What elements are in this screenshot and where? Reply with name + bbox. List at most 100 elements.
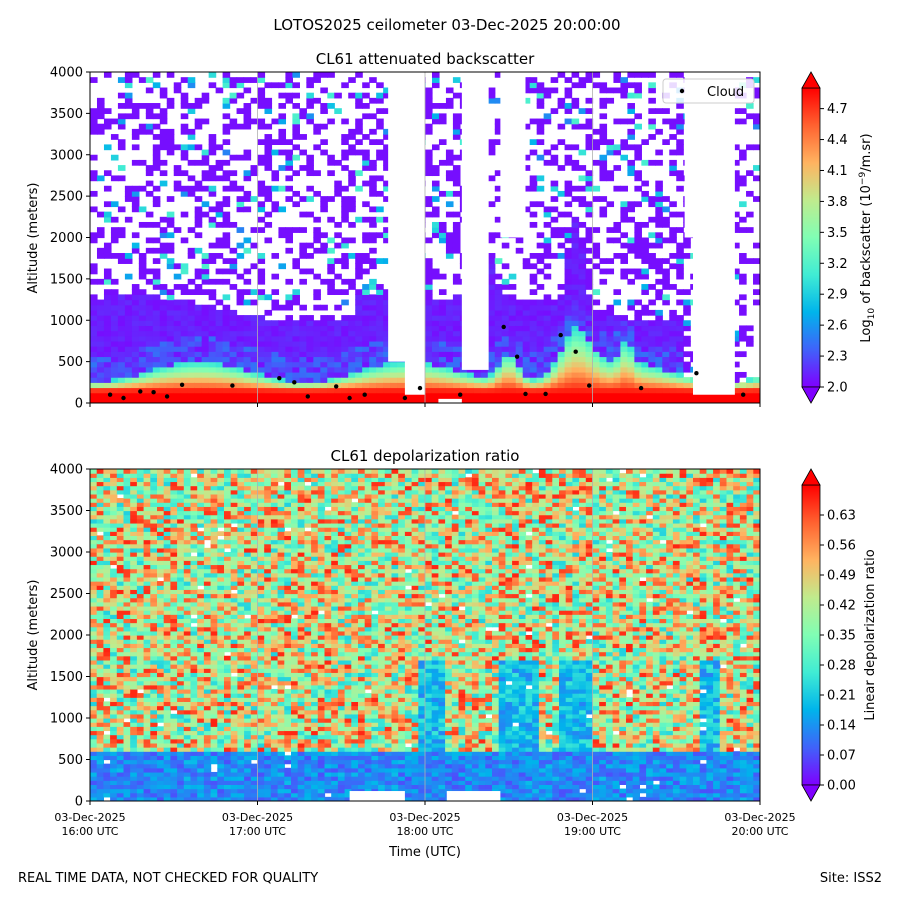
xtick-date-label: 03-Dec-2025: [222, 811, 293, 824]
cloud-base-point: [559, 333, 563, 337]
backscatter-title: CL61 attenuated backscatter: [316, 50, 535, 68]
depolarization-colorbar-tick-label: 0.49: [827, 569, 856, 584]
depolarization-ylabel: Altitude (meters): [26, 580, 41, 691]
cloud-base-point: [403, 396, 407, 400]
cloud-base-point: [277, 376, 281, 380]
xtick-time-label: 18:00 UTC: [396, 825, 453, 838]
data-gap: [447, 791, 501, 801]
legend-cloud-marker: [680, 89, 684, 93]
data-gap: [438, 399, 461, 403]
cloud-base-point: [108, 393, 112, 397]
cloud-base-point: [151, 390, 155, 394]
depolarization-colorbar-tick-label: 0.35: [827, 629, 856, 644]
cloud-base-point: [458, 393, 462, 397]
data-gap: [405, 72, 425, 395]
cloud-base-point: [347, 396, 351, 400]
depolarization-colorbar-tick-label: 0.14: [827, 719, 856, 734]
cloud-base-point: [515, 355, 519, 359]
depolarization-colorbar-tick-label: 0.56: [827, 539, 856, 554]
backscatter-colorbar-tick-label: 2.9: [827, 288, 848, 303]
xtick-date-label: 03-Dec-2025: [724, 811, 795, 824]
backscatter-colorbar-bar: [802, 88, 820, 387]
xtick-time-label: 20:00 UTC: [731, 825, 788, 838]
backscatter-ytick-tick-label: 3000: [50, 148, 83, 163]
cloud-base-point: [180, 383, 184, 387]
cloud-base-point: [523, 392, 527, 396]
backscatter-colorbar-tick-label: 2.3: [827, 350, 848, 365]
cloud-base-point: [230, 383, 234, 387]
backscatter-ytick-tick-label: 2500: [50, 190, 83, 205]
cloud-base-point: [121, 396, 125, 400]
backscatter-colorbar-label: Log10 of backscatter (10−9/m.sr): [858, 133, 877, 342]
data-gap: [500, 72, 525, 238]
time-axis-label: Time (UTC): [388, 845, 461, 860]
depolarization-colorbar-tick-label: 0.63: [827, 509, 856, 524]
depolarization-colorbar-max-extend: [802, 469, 820, 485]
cloud-base-point: [165, 394, 169, 398]
depolarization-ytick-tick-label: 1500: [50, 670, 83, 685]
cloud-base-point: [292, 380, 296, 384]
backscatter-colorbar-tick-label: 3.5: [827, 226, 848, 241]
cloud-base-point: [574, 350, 578, 354]
backscatter-colorbar-tick-label: 4.4: [827, 133, 848, 148]
depolarization-colorbar: 0.00 0.07 0.14 0.21 0.28 0.35 0.42 0.49 0.56 0.63: [802, 469, 856, 801]
backscatter-colorbar-tick-label: 3.2: [827, 257, 848, 272]
depolarization-ytick-tick-label: 4000: [50, 463, 83, 478]
depolarization-ytick-tick-label: 2000: [50, 629, 83, 644]
backscatter-ylabel: Altitude (meters): [26, 183, 41, 294]
legend-cloud-label: Cloud: [707, 85, 744, 100]
data-gap: [693, 72, 735, 395]
cloud-base-point: [334, 384, 338, 388]
data-gap: [462, 72, 489, 370]
depolarization-colorbar-tick-label: 0.42: [827, 599, 856, 614]
cloud-base-point: [502, 325, 506, 329]
site-label: Site: ISS2: [820, 871, 882, 886]
backscatter-ytick-tick-label: 1500: [50, 272, 83, 287]
xtick-time-label: 17:00 UTC: [229, 825, 286, 838]
depolarization-colorbar-label: Linear depolarization ratio: [863, 549, 878, 720]
backscatter-ytick-tick-label: 1000: [50, 314, 83, 329]
cloud-base-point: [639, 386, 643, 390]
xtick-date-label: 03-Dec-2025: [557, 811, 628, 824]
depolarization-ytick-tick-label: 0: [75, 795, 83, 810]
xtick-time-label: 19:00 UTC: [564, 825, 621, 838]
backscatter-colorbar: 2.0 2.3 2.6 2.9 3.2 3.5 3.8 4.1 4.4 4.7: [802, 72, 848, 403]
cloud-base-point: [694, 371, 698, 375]
backscatter-colorbar-tick-label: 2.6: [827, 319, 848, 334]
depolarization-colorbar-tick-label: 0.28: [827, 659, 856, 674]
depolarization-ytick-tick-label: 500: [58, 753, 83, 768]
depolarization-colorbar-tick-label: 0.21: [827, 689, 856, 704]
depolarization-ytick-tick-label: 1000: [50, 712, 83, 727]
depolarization-ytick-tick-label: 3500: [50, 504, 83, 519]
backscatter-colorbar-tick-label: 2.0: [827, 381, 848, 396]
backscatter-ytick-tick-label: 2000: [50, 231, 83, 246]
cloud-legend: Cloud: [663, 79, 754, 103]
xtick-time-label: 16:00 UTC: [61, 825, 118, 838]
depolarization-colorbar-bar: [802, 485, 820, 785]
backscatter-colorbar-max-extend: [802, 72, 820, 88]
cloud-base-point: [138, 389, 142, 393]
depolarization-colorbar-tick-label: 0.07: [827, 749, 856, 764]
cloud-base-point: [543, 392, 547, 396]
backscatter-ytick-tick-label: 500: [58, 355, 83, 370]
backscatter-colorbar-tick-label: 3.8: [827, 195, 848, 210]
cloud-base-point: [587, 383, 591, 387]
quality-disclaimer: REAL TIME DATA, NOT CHECKED FOR QUALITY: [18, 871, 318, 886]
depolarization-colorbar-min-extend: [802, 785, 820, 801]
backscatter-x-ticks: [90, 403, 760, 407]
cloud-base-point: [741, 393, 745, 397]
backscatter-colorbar-tick-label: 4.1: [827, 164, 848, 179]
backscatter-colorbar-tick-label: 4.7: [827, 102, 848, 117]
cloud-base-point: [363, 393, 367, 397]
figure-suptitle: LOTOS2025 ceilometer 03-Dec-2025 20:00:0…: [273, 16, 620, 34]
depolarization-colorbar-tick-label: 0.00: [827, 779, 856, 794]
depolarization-title: CL61 depolarization ratio: [331, 447, 520, 465]
depolarization-ytick-tick-label: 3000: [50, 546, 83, 561]
backscatter-ytick-tick-label: 4000: [50, 66, 83, 81]
data-gap: [350, 791, 405, 801]
xtick-date-label: 03-Dec-2025: [54, 811, 125, 824]
cloud-base-point: [418, 386, 422, 390]
